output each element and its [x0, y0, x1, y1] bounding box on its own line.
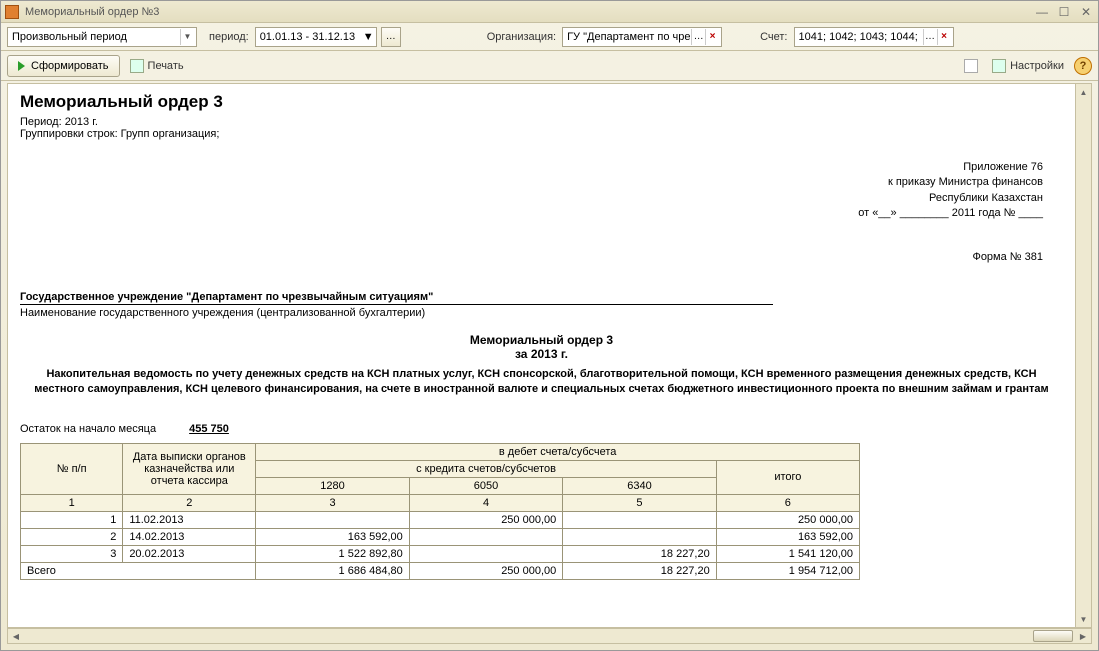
colnum-3: 3 — [256, 494, 409, 511]
col-credit: с кредита счетов/субсчетов — [256, 460, 716, 477]
print-icon — [130, 59, 144, 73]
opening-balance: Остаток на начало месяца 455 750 — [20, 423, 1063, 435]
settings-button[interactable]: Настройки — [986, 55, 1070, 77]
titlebar: Мемориальный ордер №3 — ☐ ✕ — [1, 1, 1098, 23]
help-button[interactable]: ? — [1074, 57, 1092, 75]
col-npp: № п/п — [21, 443, 123, 494]
account-label: Счет: — [760, 31, 787, 43]
grid-icon[interactable] — [964, 59, 978, 73]
vertical-scrollbar[interactable]: ▲ ▼ — [1075, 84, 1091, 627]
lookup-icon[interactable]: … — [691, 29, 705, 45]
generate-button[interactable]: Сформировать — [7, 55, 120, 77]
table-row: 1 11.02.2013 250 000,00 250 000,00 — [21, 511, 860, 528]
data-table: № п/п Дата выписки органов казначейства … — [20, 443, 860, 580]
colnum-2: 2 — [123, 494, 256, 511]
decree-line-1: к приказу Министра финансов — [20, 175, 1043, 190]
report-description: Накопительная ведомость по учету денежны… — [28, 367, 1055, 397]
scroll-track[interactable] — [1076, 100, 1091, 611]
col-date: Дата выписки органов казначейства или от… — [123, 443, 256, 494]
print-label: Печать — [148, 60, 184, 72]
settings-icon — [992, 59, 1006, 73]
form-number: Форма № 381 — [20, 250, 1043, 265]
content-area: Мемориальный ордер 3 Период: 2013 г. Гру… — [7, 83, 1092, 628]
col-6050: 6050 — [409, 477, 562, 494]
period-picker-button[interactable]: … — [381, 27, 401, 47]
app-window: Мемориальный ордер №3 — ☐ ✕ Произвольный… — [0, 0, 1099, 651]
report-period: Период: 2013 г. — [20, 116, 1063, 128]
table-row: 3 20.02.2013 1 522 892,80 18 227,20 1 54… — [21, 545, 860, 562]
col-debit: в дебет счета/субсчета — [256, 443, 860, 460]
total-row: Всего 1 686 484,80 250 000,00 18 227,20 … — [21, 562, 860, 579]
period-type-value: Произвольный период — [12, 31, 127, 43]
generate-label: Сформировать — [31, 60, 109, 72]
account-value: 1041; 1042; 1043; 1044; — [799, 31, 918, 43]
lookup-icon[interactable]: … — [923, 29, 937, 45]
colnum-5: 5 — [563, 494, 716, 511]
horizontal-scrollbar[interactable]: ◀ ▶ — [7, 628, 1092, 644]
center-title: Мемориальный ордер 3 — [20, 333, 1063, 347]
close-button[interactable]: ✕ — [1078, 5, 1094, 19]
balance-value: 455 750 — [189, 423, 229, 435]
org-name: Государственное учреждение "Департамент … — [20, 291, 773, 305]
colnum-6: 6 — [716, 494, 859, 511]
minimize-button[interactable]: — — [1034, 5, 1050, 19]
actions-toolbar: Сформировать Печать Настройки ? — [1, 51, 1098, 81]
decree-line-2: Республики Казахстан — [20, 191, 1043, 206]
period-value: 01.01.13 - 31.12.13 — [260, 31, 355, 43]
period-label: период: — [209, 31, 249, 43]
scroll-up-icon[interactable]: ▲ — [1076, 84, 1091, 100]
maximize-button[interactable]: ☐ — [1056, 5, 1072, 19]
report-grouping: Группировки строк: Групп организация; — [20, 128, 1063, 140]
center-title-block: Мемориальный ордер 3 за 2013 г. — [20, 333, 1063, 361]
period-field[interactable]: 01.01.13 - 31.12.13 ▼ — [255, 27, 377, 47]
org-line: Государственное учреждение "Департамент … — [20, 291, 1063, 305]
org-field[interactable]: ГУ "Департамент по чре … × — [562, 27, 722, 47]
settings-label: Настройки — [1010, 60, 1064, 72]
play-icon — [18, 61, 25, 71]
clear-icon[interactable]: × — [705, 29, 719, 45]
appendix-block: Приложение 76 к приказу Министра финансо… — [20, 160, 1043, 265]
report-title: Мемориальный ордер 3 — [20, 92, 1063, 112]
account-field[interactable]: 1041; 1042; 1043; 1044; … × — [794, 27, 954, 47]
table-row: 2 14.02.2013 163 592,00 163 592,00 — [21, 528, 860, 545]
org-value: ГУ "Департамент по чре — [567, 31, 690, 43]
scroll-thumb[interactable] — [1033, 630, 1073, 642]
report-body: Мемориальный ордер 3 Период: 2013 г. Гру… — [8, 84, 1075, 627]
window-title: Мемориальный ордер №3 — [25, 6, 1034, 18]
decree-line-3: от «__» ________ 2011 года № ____ — [20, 206, 1043, 221]
org-sublabel: Наименование государственного учреждения… — [20, 307, 1063, 319]
scroll-right-icon[interactable]: ▶ — [1075, 629, 1091, 643]
period-type-combo[interactable]: Произвольный период ▼ — [7, 27, 197, 47]
appendix-line: Приложение 76 — [20, 160, 1043, 175]
scroll-down-icon[interactable]: ▼ — [1076, 611, 1091, 627]
clear-icon[interactable]: × — [937, 29, 951, 45]
center-period: за 2013 г. — [20, 347, 1063, 361]
col-1280: 1280 — [256, 477, 409, 494]
colnum-4: 4 — [409, 494, 562, 511]
app-icon — [5, 5, 19, 19]
org-label: Организация: — [487, 31, 556, 43]
col-total: итого — [716, 460, 859, 494]
print-button[interactable]: Печать — [124, 55, 190, 77]
balance-label: Остаток на начало месяца — [20, 423, 156, 435]
scroll-left-icon[interactable]: ◀ — [8, 629, 24, 643]
colnum-1: 1 — [21, 494, 123, 511]
parameters-toolbar: Произвольный период ▼ период: 01.01.13 -… — [1, 23, 1098, 51]
col-6340: 6340 — [563, 477, 716, 494]
chevron-down-icon[interactable]: ▼ — [180, 29, 194, 45]
chevron-down-icon[interactable]: ▼ — [363, 31, 374, 43]
